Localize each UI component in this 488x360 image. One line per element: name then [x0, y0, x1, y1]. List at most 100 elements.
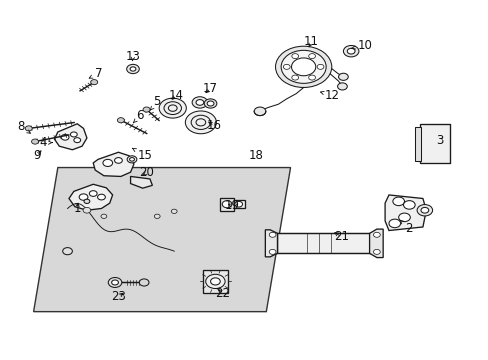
- Circle shape: [171, 209, 177, 213]
- Text: 4: 4: [40, 136, 53, 149]
- Circle shape: [61, 134, 69, 140]
- Circle shape: [117, 118, 124, 123]
- Circle shape: [102, 159, 112, 166]
- Circle shape: [291, 54, 298, 59]
- Circle shape: [388, 219, 400, 228]
- Circle shape: [185, 111, 216, 134]
- Polygon shape: [34, 167, 290, 312]
- Circle shape: [291, 75, 298, 80]
- Text: 23: 23: [111, 290, 125, 303]
- Circle shape: [101, 214, 106, 219]
- Polygon shape: [69, 184, 112, 210]
- Text: 3: 3: [435, 134, 443, 147]
- Circle shape: [70, 132, 77, 137]
- Polygon shape: [54, 124, 87, 150]
- Circle shape: [234, 201, 242, 207]
- Circle shape: [392, 197, 404, 206]
- Circle shape: [398, 213, 409, 222]
- Text: 2: 2: [400, 220, 412, 234]
- Circle shape: [192, 97, 207, 108]
- Circle shape: [79, 194, 88, 200]
- Circle shape: [168, 105, 177, 111]
- Text: 6: 6: [133, 109, 144, 122]
- Polygon shape: [130, 176, 152, 188]
- Circle shape: [346, 48, 354, 54]
- Polygon shape: [369, 229, 383, 257]
- Text: 14: 14: [169, 89, 184, 102]
- Circle shape: [191, 115, 210, 130]
- Circle shape: [207, 101, 214, 106]
- Circle shape: [204, 99, 216, 108]
- Circle shape: [62, 248, 72, 255]
- Text: 16: 16: [206, 120, 222, 132]
- Circle shape: [127, 156, 137, 163]
- Text: 7: 7: [89, 67, 102, 80]
- Circle shape: [25, 126, 32, 131]
- Circle shape: [416, 204, 432, 216]
- Text: 15: 15: [132, 148, 152, 162]
- Bar: [277, 233, 369, 253]
- Polygon shape: [265, 230, 277, 257]
- Text: 13: 13: [125, 50, 140, 63]
- Text: 20: 20: [139, 166, 154, 179]
- Circle shape: [317, 64, 323, 69]
- Circle shape: [222, 201, 231, 208]
- Polygon shape: [203, 270, 227, 293]
- Circle shape: [108, 278, 122, 288]
- Text: 9: 9: [33, 149, 41, 162]
- Circle shape: [159, 98, 186, 118]
- Text: 12: 12: [320, 89, 339, 102]
- Circle shape: [89, 191, 97, 196]
- Bar: [419, 124, 449, 163]
- Circle shape: [196, 119, 205, 126]
- Circle shape: [373, 232, 380, 237]
- Circle shape: [269, 249, 275, 255]
- Circle shape: [163, 102, 181, 114]
- Polygon shape: [233, 200, 244, 208]
- Text: 17: 17: [203, 82, 218, 95]
- Circle shape: [275, 46, 331, 87]
- Circle shape: [32, 139, 39, 144]
- Circle shape: [338, 73, 347, 80]
- Text: 22: 22: [215, 287, 230, 300]
- Text: 10: 10: [351, 39, 371, 52]
- Circle shape: [129, 158, 134, 161]
- Circle shape: [269, 232, 275, 237]
- Circle shape: [126, 64, 139, 73]
- Circle shape: [130, 67, 136, 71]
- Circle shape: [84, 199, 90, 203]
- Polygon shape: [93, 152, 134, 176]
- Circle shape: [91, 80, 98, 85]
- Circle shape: [308, 75, 315, 80]
- Circle shape: [281, 50, 325, 84]
- Circle shape: [308, 54, 315, 59]
- Text: 11: 11: [303, 35, 318, 49]
- Circle shape: [111, 280, 118, 285]
- Circle shape: [154, 214, 160, 219]
- Text: 8: 8: [17, 120, 30, 133]
- Text: 5: 5: [150, 95, 161, 110]
- Circle shape: [373, 249, 380, 255]
- Circle shape: [210, 278, 220, 285]
- Circle shape: [98, 194, 105, 200]
- Circle shape: [114, 158, 122, 163]
- Circle shape: [205, 274, 224, 288]
- Circle shape: [337, 83, 346, 90]
- Circle shape: [403, 201, 414, 209]
- Text: 1: 1: [73, 202, 81, 215]
- Text: 18: 18: [248, 149, 263, 162]
- Circle shape: [291, 58, 315, 76]
- Circle shape: [139, 279, 149, 286]
- Bar: [414, 127, 420, 161]
- Circle shape: [74, 138, 81, 143]
- Text: 21: 21: [333, 230, 348, 243]
- Circle shape: [196, 100, 203, 105]
- Circle shape: [254, 107, 265, 116]
- Circle shape: [343, 45, 358, 57]
- Polygon shape: [385, 195, 426, 230]
- Circle shape: [83, 207, 91, 213]
- Circle shape: [420, 207, 428, 213]
- Text: 19: 19: [224, 199, 240, 212]
- Polygon shape: [220, 198, 233, 211]
- Circle shape: [143, 107, 150, 112]
